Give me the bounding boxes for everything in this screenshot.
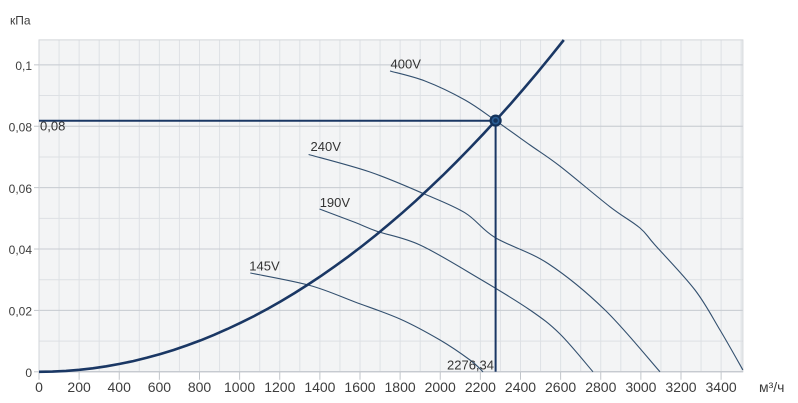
svg-text:0,08: 0,08: [9, 120, 33, 134]
svg-text:0,04: 0,04: [9, 243, 33, 257]
svg-text:0,08: 0,08: [40, 119, 65, 134]
svg-text:190V: 190V: [320, 195, 351, 210]
svg-text:1400: 1400: [304, 379, 335, 395]
svg-text:2000: 2000: [425, 379, 456, 395]
svg-text:400V: 400V: [391, 57, 422, 72]
svg-text:м³/ч: м³/ч: [759, 379, 784, 395]
svg-text:3200: 3200: [665, 379, 696, 395]
svg-text:1800: 1800: [385, 379, 416, 395]
svg-text:1200: 1200: [264, 379, 295, 395]
svg-text:0,06: 0,06: [9, 182, 33, 196]
svg-text:200: 200: [67, 379, 91, 395]
svg-text:240V: 240V: [311, 139, 342, 154]
svg-text:2800: 2800: [585, 379, 616, 395]
svg-text:3400: 3400: [706, 379, 737, 395]
svg-text:600: 600: [148, 379, 172, 395]
svg-text:2200: 2200: [465, 379, 496, 395]
svg-text:0,1: 0,1: [15, 59, 32, 73]
svg-text:кПа: кПа: [10, 13, 31, 27]
svg-text:0: 0: [35, 379, 43, 395]
svg-text:1000: 1000: [224, 379, 255, 395]
svg-text:0: 0: [25, 366, 32, 380]
svg-text:400: 400: [108, 379, 132, 395]
svg-text:800: 800: [188, 379, 212, 395]
svg-text:3000: 3000: [625, 379, 656, 395]
svg-text:1600: 1600: [344, 379, 375, 395]
svg-text:145V: 145V: [249, 259, 280, 274]
svg-text:2276,34: 2276,34: [447, 358, 494, 373]
svg-text:2400: 2400: [505, 379, 536, 395]
svg-text:0,02: 0,02: [9, 305, 33, 319]
svg-text:2600: 2600: [545, 379, 576, 395]
